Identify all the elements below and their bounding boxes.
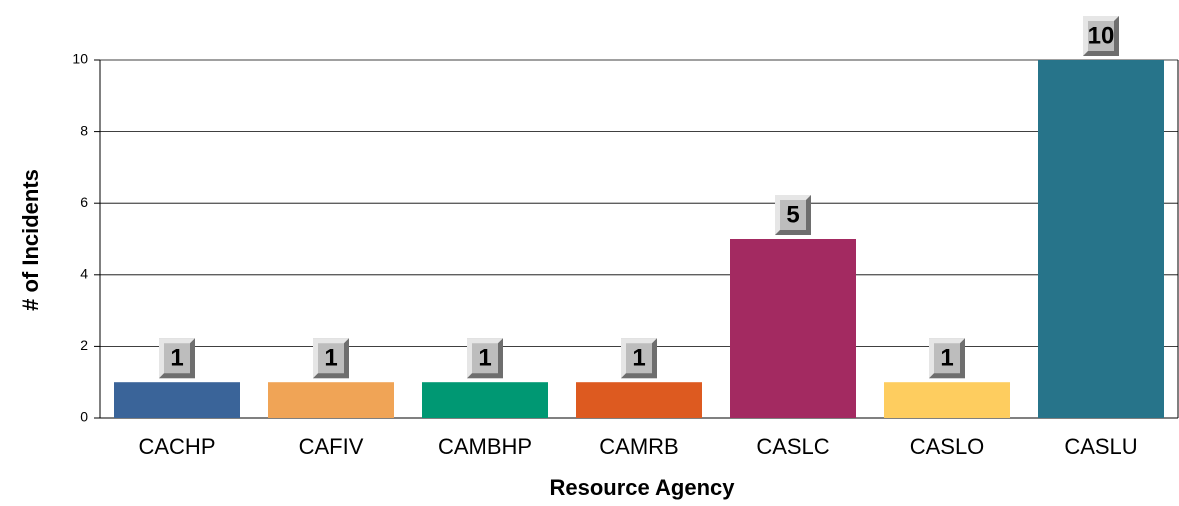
bar xyxy=(884,382,1010,418)
x-tick-label: CAMRB xyxy=(599,434,678,459)
value-label: 1 xyxy=(940,345,953,372)
bar xyxy=(730,239,856,418)
bar xyxy=(576,382,702,418)
y-tick-label: 4 xyxy=(80,266,88,282)
label-box xyxy=(313,338,349,379)
x-tick-label: CASLO xyxy=(910,434,985,459)
label-box xyxy=(1083,16,1119,56)
value-label: 1 xyxy=(632,345,645,372)
label-bevel-dark xyxy=(929,338,965,379)
value-label: 10 xyxy=(1088,22,1115,49)
label-bevel-dark xyxy=(621,338,657,379)
y-tick-label: 6 xyxy=(80,194,88,210)
x-tick-label: CASLC xyxy=(756,434,829,459)
x-tick-label: CACHP xyxy=(138,434,215,459)
label-bevel-dark xyxy=(1083,16,1119,56)
label-box xyxy=(621,338,657,379)
value-label: 1 xyxy=(324,345,337,372)
bar xyxy=(268,382,394,418)
label-box xyxy=(159,338,195,379)
value-label: 1 xyxy=(478,345,491,372)
label-bevel-light xyxy=(621,338,657,379)
value-label: 1 xyxy=(170,345,183,372)
x-tick-label: CAMBHP xyxy=(438,434,532,459)
label-box xyxy=(775,195,811,235)
label-bevel-light xyxy=(1083,16,1119,56)
bar xyxy=(1038,60,1164,418)
label-bevel-dark xyxy=(313,338,349,379)
label-bevel-light xyxy=(467,338,503,379)
value-label: 5 xyxy=(786,201,799,228)
x-tick-label: CASLU xyxy=(1064,434,1137,459)
label-bevel-light xyxy=(929,338,965,379)
y-tick-label: 10 xyxy=(72,51,88,67)
y-tick-label: 0 xyxy=(80,409,88,425)
x-axis-title: Resource Agency xyxy=(549,475,735,500)
label-bevel-light xyxy=(313,338,349,379)
label-bevel-light xyxy=(159,338,195,379)
y-tick-label: 2 xyxy=(80,337,88,353)
label-bevel-dark xyxy=(467,338,503,379)
label-box xyxy=(467,338,503,379)
label-box xyxy=(929,338,965,379)
label-bevel-dark xyxy=(775,195,811,235)
bar xyxy=(422,382,548,418)
y-axis-title: # of Incidents xyxy=(18,169,43,311)
label-bevel-dark xyxy=(159,338,195,379)
y-tick-label: 8 xyxy=(80,122,88,138)
label-bevel-light xyxy=(775,195,811,235)
bar xyxy=(114,382,240,418)
x-tick-label: CAFIV xyxy=(299,434,364,459)
